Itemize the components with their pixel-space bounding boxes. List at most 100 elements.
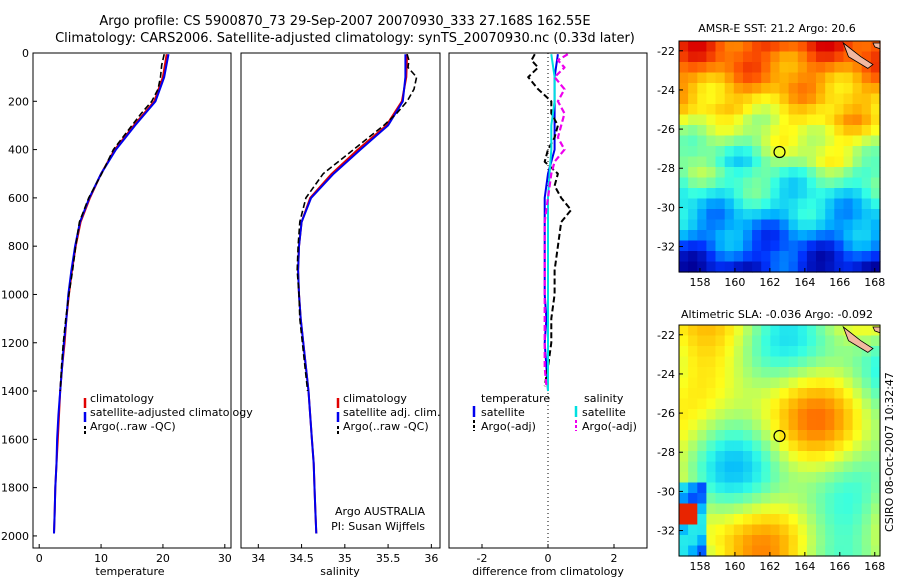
heatmap-cell [724, 472, 735, 484]
difference-series [527, 53, 573, 392]
heatmap-cell [688, 156, 698, 168]
heatmap-cell [861, 83, 872, 95]
heatmap-cell [788, 198, 799, 210]
heatmap-cell [852, 41, 863, 53]
heatmap-cell [697, 377, 707, 389]
heatmap-cell [806, 482, 817, 494]
heatmap-cell [715, 409, 726, 421]
heatmap-cell [733, 545, 744, 557]
heatmap-cell [733, 335, 744, 347]
heatmap-cell [870, 524, 881, 536]
heatmap-cell [743, 146, 753, 158]
heatmap-cell [697, 51, 707, 63]
heatmap-cell [697, 472, 707, 484]
heatmap-cell [743, 430, 753, 442]
heatmap-cell [679, 135, 689, 147]
heatmap-cell [797, 367, 808, 379]
heatmap-cell [861, 514, 872, 526]
heatmap-cell [861, 188, 872, 200]
heatmap-cell [688, 93, 698, 105]
heatmap-cell [770, 503, 781, 515]
heatmap-cell [806, 535, 817, 547]
temperature-depth-ticks: 0 200 400 600 800 1000 1200 1400 1600 1800 2000 [1, 47, 37, 543]
series-line-satellite-adj-clim- [297, 54, 407, 534]
heatmap-cell [861, 409, 872, 421]
heatmap-cell [788, 535, 799, 547]
heatmap-cell [806, 524, 817, 536]
heatmap-cell [761, 346, 771, 358]
heatmap-cell [697, 177, 707, 189]
float-pi-annotation: PI: Susan Wijffels [331, 520, 425, 533]
heatmap-cell [697, 240, 707, 252]
heatmap-cell [870, 135, 881, 147]
heatmap-cell [816, 398, 826, 410]
heatmap-cell [870, 493, 881, 505]
heatmap-cell [715, 524, 726, 536]
heatmap-cell [706, 62, 717, 74]
heatmap-cell [752, 388, 762, 400]
heatmap-cell [861, 230, 872, 242]
heatmap-cell [816, 346, 826, 358]
heatmap-cell [752, 419, 762, 431]
heatmap-cell [861, 219, 872, 231]
heatmap-cell [679, 325, 689, 337]
heatmap-cell [688, 388, 698, 400]
heatmap-cell [715, 346, 726, 358]
heatmap-cell [715, 114, 726, 126]
heatmap-cell [861, 198, 872, 210]
heatmap-cell [852, 514, 863, 526]
heatmap-cell [861, 356, 872, 368]
heatmap-cell [852, 503, 863, 515]
heatmap-cell [752, 367, 762, 379]
heatmap-cell [852, 125, 863, 137]
heatmap-cell [743, 356, 753, 368]
heatmap-cell [861, 367, 872, 379]
heatmap-cell [870, 377, 881, 389]
heatmap-cell [834, 93, 844, 105]
heatmap-cell [697, 83, 707, 95]
heatmap-cell [870, 146, 881, 158]
heatmap-cell [688, 503, 698, 515]
lat-tick-label: -28 [657, 446, 675, 459]
heatmap-cell [806, 440, 817, 452]
heatmap-cell [797, 219, 808, 231]
heatmap-cell [797, 482, 808, 494]
sla-map-title: Altimetric SLA: -0.036 Argo: -0.092 [681, 308, 873, 321]
heatmap-cell [861, 482, 872, 494]
heatmap-cell [715, 545, 726, 557]
heatmap-cell [743, 125, 753, 137]
heatmap-cell [870, 219, 881, 231]
heatmap-cell [724, 177, 735, 189]
heatmap-cell [688, 188, 698, 200]
heatmap-cell [761, 493, 771, 505]
heatmap-cell [715, 430, 726, 442]
heatmap-cell [825, 156, 835, 168]
heatmap-cell [834, 325, 844, 337]
heatmap-cell [825, 335, 835, 347]
x-tick-label: 0 [545, 552, 552, 565]
heatmap-cell [861, 135, 872, 147]
heatmap-cell [715, 514, 726, 526]
depth-tick-label: 200 [8, 95, 29, 108]
sst-map-title: AMSR-E SST: 21.2 Argo: 20.6 [698, 22, 856, 35]
heatmap-cell [761, 114, 771, 126]
heatmap-cell [752, 545, 762, 557]
sst-map-ticks: 158 160 162 164 166 168 -22 -24 -26 -28 -30 -32 [657, 45, 885, 289]
heatmap-cell [816, 261, 826, 273]
heatmap-cell [816, 325, 826, 337]
heatmap-cell [843, 346, 854, 358]
heatmap-cell [806, 240, 817, 252]
heatmap-cell [843, 114, 854, 126]
heatmap-cell [788, 261, 799, 273]
heatmap-cell [816, 388, 826, 400]
heatmap-cell [688, 114, 698, 126]
heatmap-cell [733, 535, 744, 547]
heatmap-cell [679, 482, 689, 494]
heatmap-cell [825, 251, 835, 263]
heatmap-cell [834, 514, 844, 526]
heatmap-cell [733, 135, 744, 147]
heatmap-cell [779, 156, 790, 168]
heatmap-cell [806, 72, 817, 84]
heatmap-cell [816, 104, 826, 116]
heatmap-cell [806, 346, 817, 358]
